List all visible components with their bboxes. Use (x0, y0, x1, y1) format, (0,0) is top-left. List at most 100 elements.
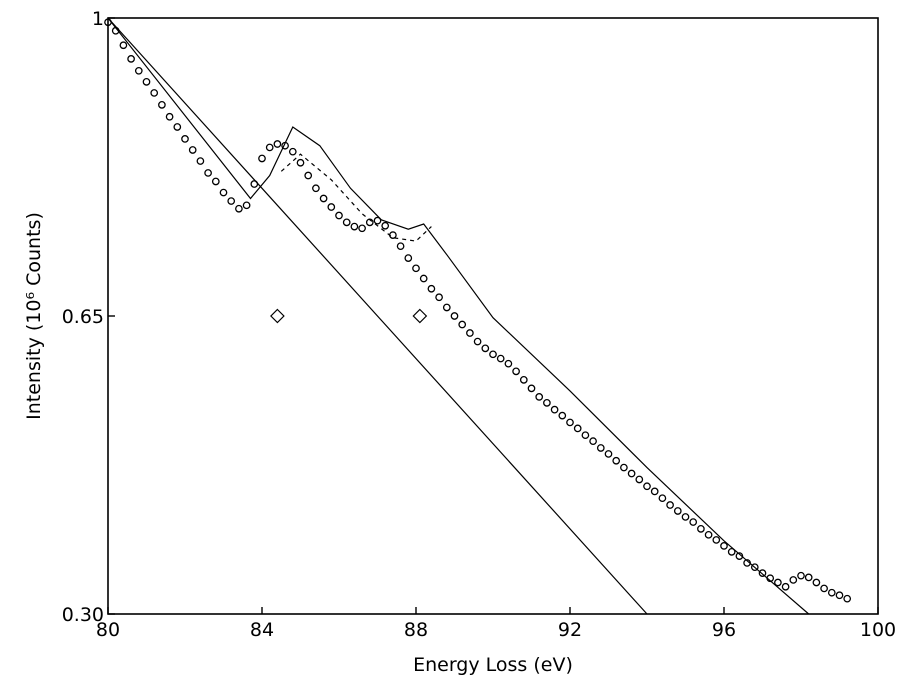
data-point (612, 456, 621, 465)
x-tick-label: 84 (250, 619, 274, 641)
data-point (596, 444, 605, 452)
y-tick-label: 0.30 (62, 604, 104, 626)
x-tick-label: 96 (712, 619, 736, 641)
data-point (211, 177, 220, 186)
diamond-markers (270, 308, 428, 324)
data-point (389, 231, 397, 239)
data-point (481, 344, 490, 353)
data-point (458, 320, 467, 329)
data-point (658, 494, 667, 503)
data-point (535, 393, 544, 401)
fit-curve (107, 17, 810, 615)
data-point (650, 487, 659, 496)
data-point (327, 203, 336, 211)
data-point (558, 411, 567, 420)
data-point (673, 507, 682, 515)
data-point (804, 573, 813, 582)
y-axis-label: Intensity (10⁶ Counts) (23, 212, 45, 420)
data-point (235, 204, 243, 213)
data-point (358, 224, 366, 233)
data-point (342, 218, 351, 227)
data-point (512, 367, 520, 376)
data-point (527, 384, 536, 393)
data-points (104, 18, 852, 603)
data-point (812, 578, 821, 587)
x-axis-label: Energy Loss (eV) (413, 654, 573, 676)
data-point (242, 201, 251, 210)
data-point (635, 475, 644, 484)
x-tick-label: 88 (404, 619, 428, 641)
data-point (373, 216, 382, 225)
x-tick-label: 92 (558, 619, 582, 641)
tick-marks (107, 17, 879, 615)
data-point (689, 518, 698, 526)
y-tick-label: 1 (92, 8, 104, 30)
data-point (273, 140, 282, 148)
data-point (134, 66, 143, 75)
data-point (550, 405, 559, 414)
data-point (820, 584, 828, 593)
data-point (827, 588, 836, 597)
background-line (107, 17, 648, 615)
plot-lines (107, 17, 810, 615)
data-point (258, 154, 266, 163)
data-point (504, 359, 513, 368)
dashed-curve (280, 153, 432, 242)
diamond-marker (412, 308, 428, 324)
data-point (312, 184, 320, 193)
data-point (265, 143, 274, 152)
data-point (620, 463, 628, 472)
data-point (365, 218, 374, 227)
data-point (250, 180, 259, 188)
data-point (473, 337, 482, 346)
data-point (435, 293, 443, 302)
data-point (712, 536, 721, 544)
data-point (335, 211, 343, 220)
data-point (589, 437, 597, 446)
data-point (288, 147, 297, 156)
data-point (204, 169, 212, 177)
data-point (704, 530, 713, 539)
data-point (489, 350, 497, 359)
data-point (781, 582, 790, 591)
data-point (835, 591, 844, 600)
data-point (219, 188, 228, 197)
data-point (666, 501, 674, 509)
data-point (743, 559, 751, 567)
data-point (774, 578, 782, 587)
data-point (119, 41, 128, 50)
data-point (797, 571, 805, 580)
x-tick-label: 100 (860, 619, 896, 641)
data-point (581, 431, 590, 440)
data-point (442, 303, 451, 312)
data-point (419, 274, 428, 283)
data-point (735, 552, 744, 560)
data-point (566, 418, 574, 427)
data-point (720, 542, 728, 550)
x-tick-labels: 80 84 88 92 96 100 (96, 619, 896, 641)
data-point (412, 264, 420, 273)
data-point (281, 141, 289, 150)
y-tick-label: 0.65 (62, 306, 104, 328)
data-point (766, 574, 775, 583)
data-point (188, 146, 197, 154)
data-point (450, 312, 459, 320)
data-point (127, 55, 135, 63)
data-point (158, 100, 166, 109)
data-point (789, 576, 798, 584)
data-point (643, 482, 651, 491)
data-point (173, 123, 182, 131)
data-point (196, 157, 205, 165)
data-point (466, 329, 474, 337)
data-point (150, 89, 159, 97)
data-point (573, 424, 582, 433)
data-point (396, 242, 405, 251)
data-point (627, 469, 636, 478)
data-point (381, 221, 390, 230)
data-point (519, 376, 528, 384)
y-tick-labels: 0.30 0.65 1 (62, 8, 104, 626)
x-tick-label: 80 (96, 619, 120, 641)
data-point (104, 18, 112, 27)
data-point (404, 254, 413, 262)
